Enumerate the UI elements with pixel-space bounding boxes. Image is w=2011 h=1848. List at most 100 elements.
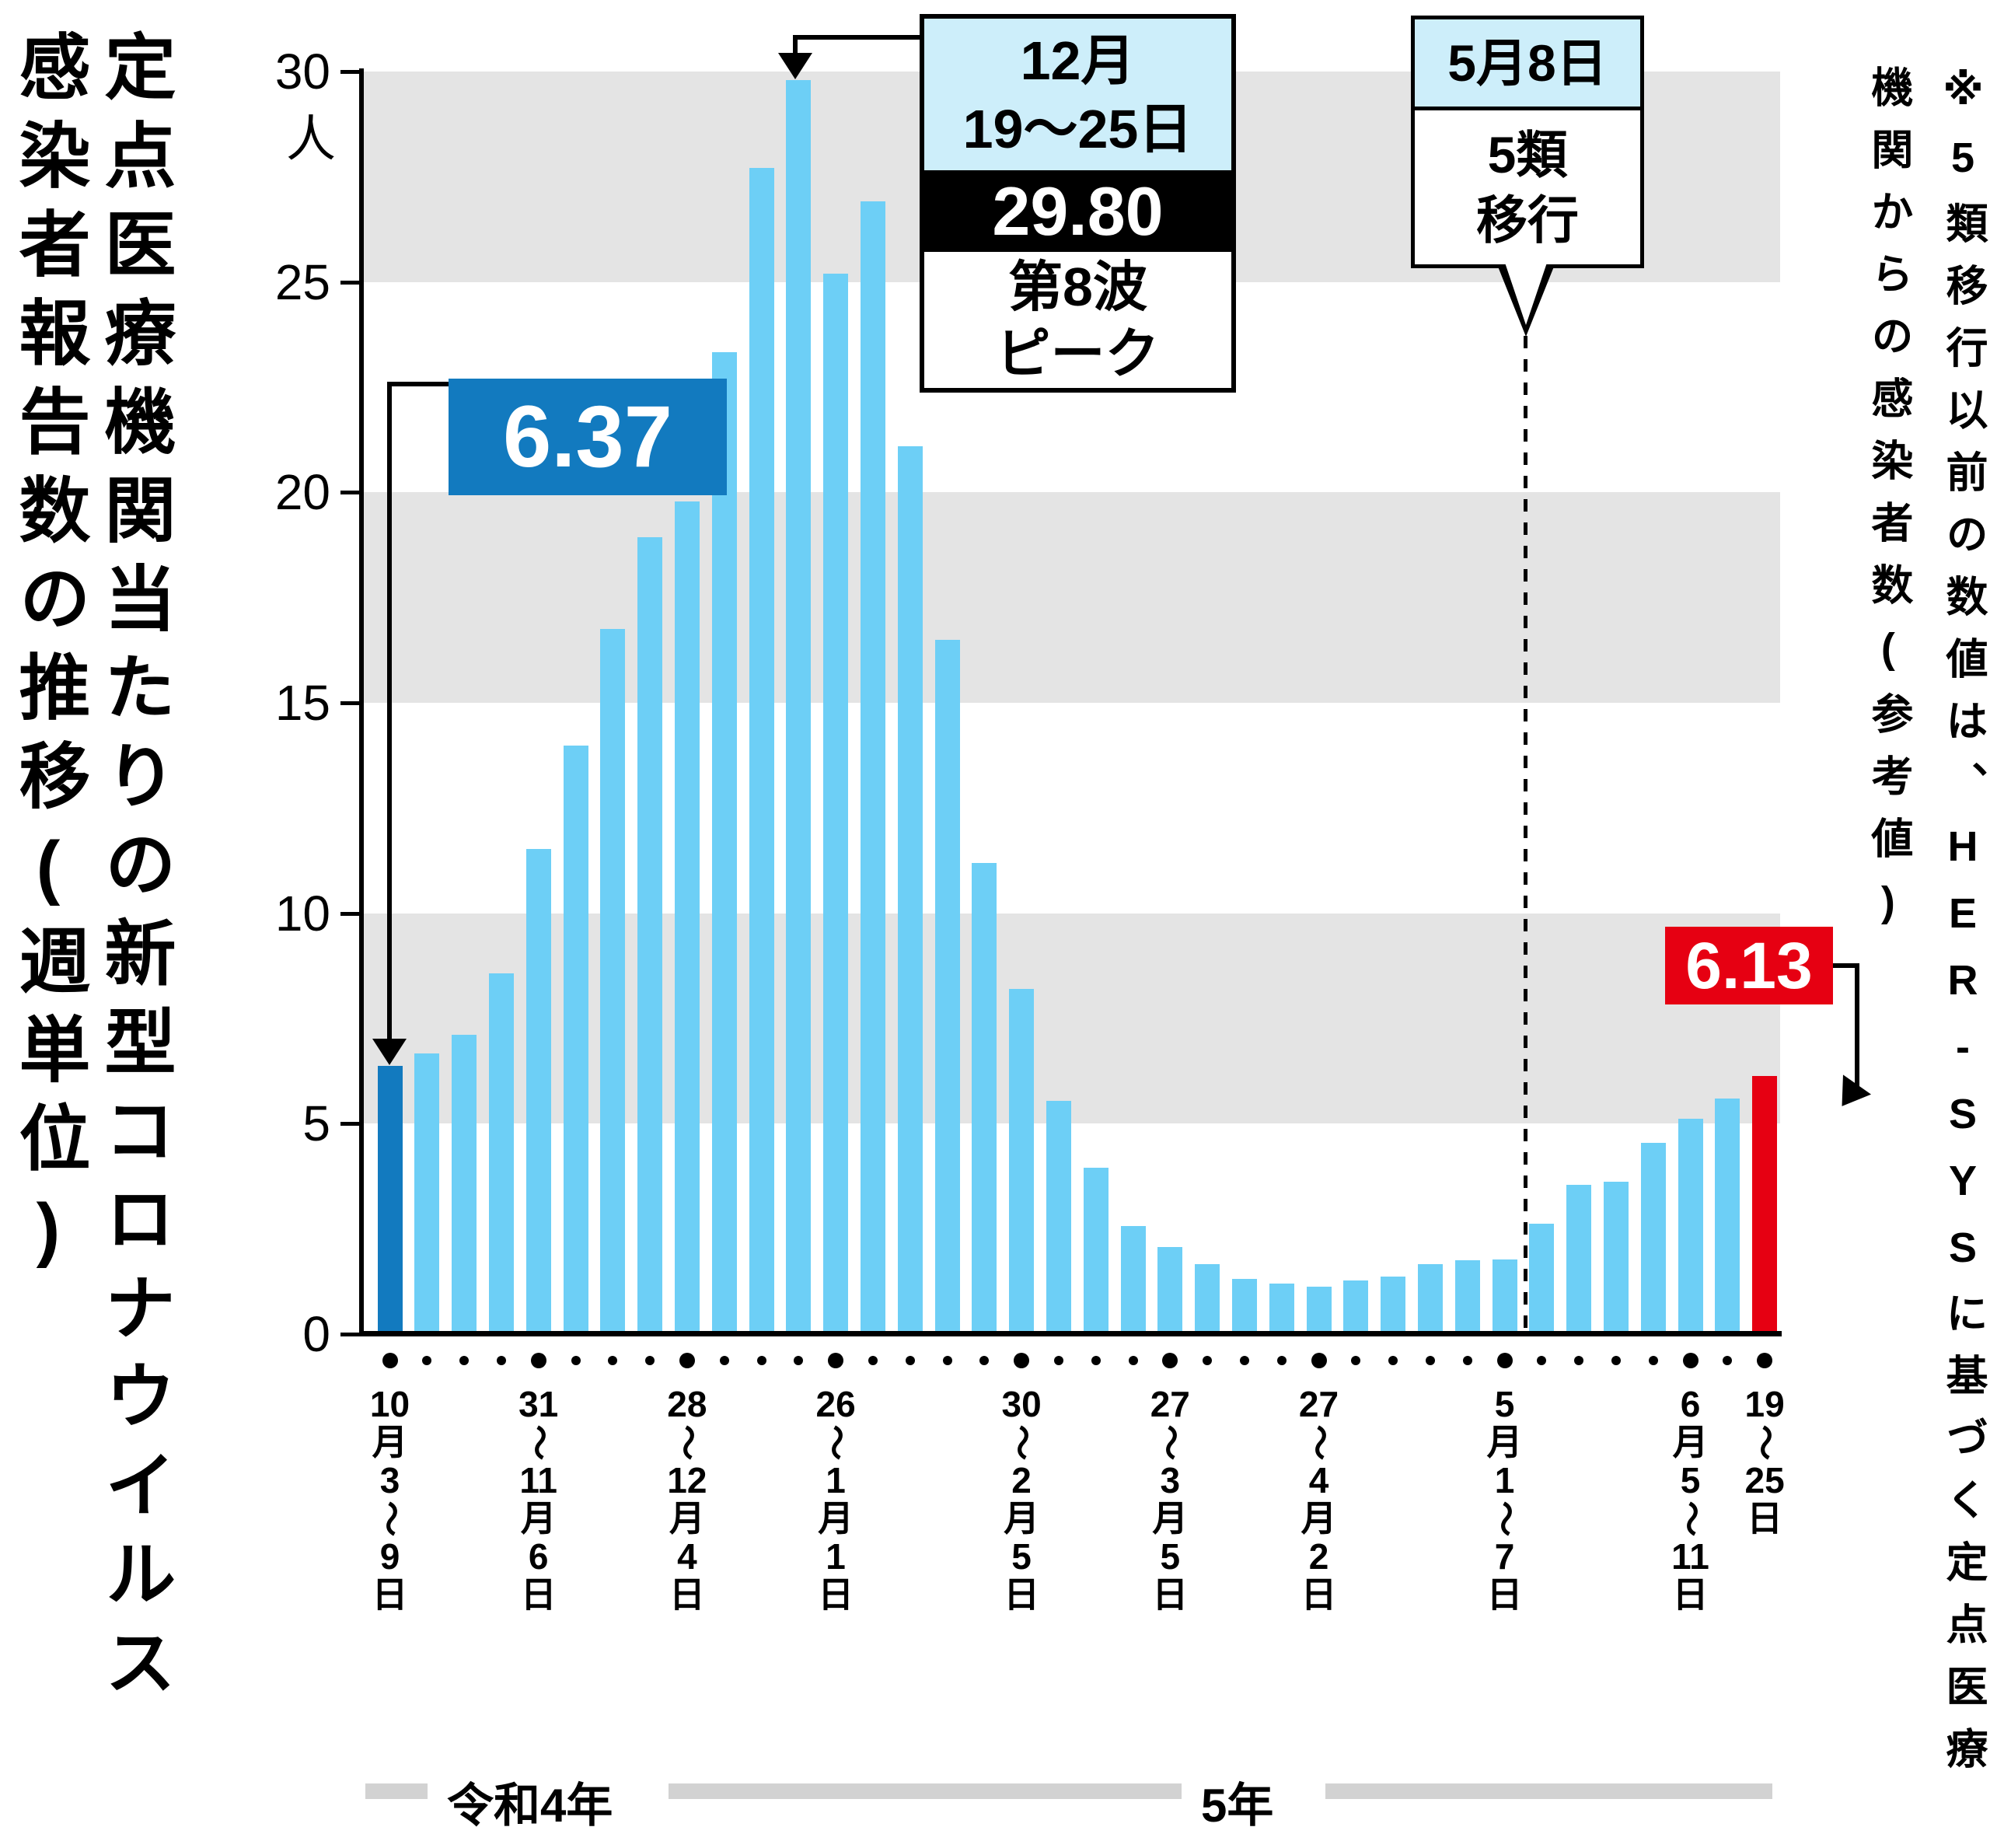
bar <box>1083 1168 1108 1334</box>
y-axis-tick-label: 15 <box>274 675 330 732</box>
x-axis-date-label: 31 〜 11 月 6 日 <box>496 1385 581 1614</box>
date-label-segment: 日 <box>1672 1574 1709 1615</box>
date-label-segment: 月 <box>372 1422 408 1462</box>
date-label-segment: 1 <box>1494 1460 1515 1500</box>
bar <box>711 352 737 1334</box>
x-axis-dot <box>459 1356 470 1365</box>
x-axis-date-label: 19 〜 25 日 <box>1722 1385 1807 1538</box>
x-axis-dot <box>1203 1356 1213 1365</box>
date-label-tilde: 〜 <box>1671 1500 1711 1537</box>
x-axis-dot <box>1574 1356 1584 1365</box>
date-label-segment: 7 <box>1494 1536 1515 1577</box>
x-axis-dot <box>1091 1356 1101 1365</box>
x-axis-dot <box>422 1356 432 1365</box>
date-label-segment: 31 <box>518 1384 559 1424</box>
date-label-tilde: 〜 <box>667 1424 708 1461</box>
peak-arrow-vertical <box>793 35 798 57</box>
date-label-segment: 3 <box>1160 1460 1181 1500</box>
x-axis-dot <box>794 1356 804 1365</box>
x-axis-dot <box>1537 1356 1547 1365</box>
bar <box>934 639 960 1334</box>
x-axis-dot <box>1388 1356 1398 1365</box>
x-axis-dot <box>756 1356 766 1365</box>
date-label-segment: 1 <box>826 1460 846 1500</box>
date-label-tilde: 〜 <box>1744 1424 1786 1461</box>
x-axis-date-label: 26 〜 1 月 1 日 <box>793 1385 878 1614</box>
date-label-segment: 日 <box>1152 1574 1189 1615</box>
date-label-segment: 12 <box>667 1460 707 1500</box>
x-axis-dot <box>1611 1356 1621 1365</box>
date-label-segment: 日 <box>1301 1574 1337 1615</box>
bar <box>414 1053 440 1334</box>
x-axis-dot <box>719 1356 729 1365</box>
bar <box>1417 1264 1443 1334</box>
x-axis-dot <box>942 1356 952 1365</box>
transition-annotation-box: 5月8日 5類 移行 <box>1411 16 1644 268</box>
bar <box>1306 1287 1332 1334</box>
date-label-segment: 日 <box>1004 1574 1040 1615</box>
y-axis-tick <box>340 1122 362 1127</box>
date-label-segment: 26 <box>815 1384 856 1424</box>
first-value-arrowhead-icon <box>372 1039 407 1065</box>
grid-band <box>361 492 1780 704</box>
peak-box-header-line1: 12月 <box>1020 30 1136 91</box>
date-label-segment: 11 <box>519 1460 557 1500</box>
bar <box>1009 989 1035 1334</box>
x-axis-dot <box>905 1356 915 1365</box>
bar <box>637 537 663 1334</box>
date-label-segment: 月 <box>1486 1422 1523 1462</box>
last-value-arrow-horizontal <box>1833 963 1859 968</box>
x-axis-dot <box>1239 1356 1249 1365</box>
bar <box>897 445 923 1334</box>
date-label-segment: 1 <box>826 1536 846 1577</box>
first-value-label: 6.37 <box>449 379 727 495</box>
date-label-segment: 3 <box>379 1460 400 1500</box>
date-label-segment: 月 <box>1152 1498 1189 1539</box>
era-label-reiwa5: 5年 <box>1201 1780 1274 1832</box>
bar <box>1678 1119 1703 1334</box>
date-label-segment: 27 <box>1298 1384 1339 1424</box>
bar <box>1752 1076 1778 1334</box>
date-label-tilde: 〜 <box>1299 1424 1339 1461</box>
bar <box>1343 1280 1369 1334</box>
first-value-arrow-horizontal <box>389 382 452 386</box>
era-rule-segment <box>669 1783 1182 1799</box>
x-axis-dot <box>571 1356 581 1365</box>
bar <box>1157 1246 1183 1334</box>
bar <box>452 1035 477 1334</box>
bar <box>488 973 514 1334</box>
transition-box-body: 5類 移行 <box>1415 110 1640 264</box>
date-label-tilde: 〜 <box>370 1500 410 1537</box>
bar <box>1566 1184 1592 1334</box>
x-axis-dot <box>1425 1356 1435 1365</box>
transition-box-tail-fill <box>1505 263 1547 325</box>
peak-arrow-horizontal <box>795 35 920 40</box>
x-axis-dot <box>1276 1356 1287 1365</box>
date-label-segment: 月 <box>1672 1422 1709 1462</box>
last-value-arrow-vertical <box>1855 963 1859 1088</box>
bar <box>1492 1259 1517 1334</box>
page-title-line2: 感染者報告数の推移(週単位) <box>9 30 88 1286</box>
date-label-segment: 11 <box>1671 1536 1709 1577</box>
date-label-segment: 9 <box>379 1536 400 1577</box>
y-axis-tick-label: 5 <box>302 1095 330 1152</box>
transition-box-body-line1: 5類 <box>1487 126 1568 183</box>
y-axis-tick <box>340 280 362 285</box>
bar <box>525 848 551 1334</box>
x-axis-dot <box>1053 1356 1063 1365</box>
date-label-segment: 月 <box>520 1498 557 1539</box>
y-axis-tick <box>340 70 362 75</box>
y-axis-unit: 人 <box>286 111 336 167</box>
x-axis-date-label: 30 〜 2 月 5 日 <box>979 1385 1064 1614</box>
date-label-segment: 2 <box>1308 1536 1329 1577</box>
x-axis-date-label: 5 月 1 〜 7 日 <box>1462 1385 1548 1614</box>
bar <box>1640 1142 1666 1334</box>
transition-box-header-text: 5月8日 <box>1447 34 1608 92</box>
date-label-segment: 5 <box>1680 1460 1701 1500</box>
x-axis-date-label: 6 月 5 〜 11 日 <box>1648 1385 1733 1614</box>
bar <box>860 201 885 1334</box>
bar <box>1454 1260 1480 1334</box>
bar <box>1715 1098 1740 1334</box>
x-axis-dot <box>828 1353 844 1368</box>
